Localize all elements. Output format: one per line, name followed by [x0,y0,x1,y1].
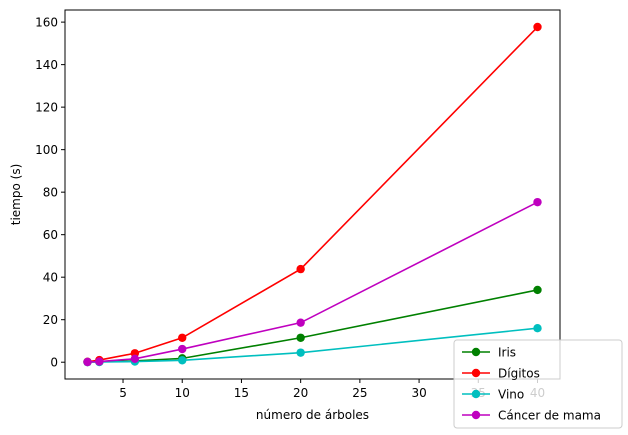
legend-marker [471,389,481,399]
x-tick-label: 20 [293,386,308,400]
data-point [95,357,104,366]
y-tick-label: 40 [43,271,58,285]
y-axis: 0 20 40 60 80 100 120 140 160 [35,16,65,370]
series-3 [83,197,542,367]
y-tick-label: 160 [35,16,58,30]
series-1 [83,22,542,366]
x-axis-label: número de árboles [256,408,369,422]
legend-marker [471,347,481,357]
legend-item: Vino [462,388,524,402]
data-point [533,285,542,295]
legend-marker [471,368,481,378]
legend-item: Iris [462,346,516,360]
y-tick-label: 120 [35,101,58,115]
y-tick-label: 20 [43,313,58,327]
y-tick-label: 100 [35,143,58,157]
x-tick-label: 30 [411,386,426,400]
series-line [87,26,539,363]
data-point [83,357,92,367]
x-tick-label: 5 [119,386,127,400]
legend-item: Dígitos [462,367,540,381]
legend: Iris Dígitos Vino Cáncer de mama [453,339,623,429]
legend-label: Iris [498,346,516,360]
data-point [178,344,187,354]
legend-label: Vino [498,388,524,402]
data-point [296,333,305,342]
x-tick-label: 25 [352,386,367,400]
data-point [178,356,187,365]
y-tick-label: 80 [43,186,58,200]
plot-frame [64,9,561,380]
x-tick-label: 10 [175,386,190,400]
legend-label: Dígitos [498,367,540,381]
y-tick-label: 60 [43,228,58,242]
data-point [130,354,140,364]
data-point [178,333,187,342]
data-point [296,264,305,274]
y-tick-label: 0 [50,356,58,370]
legend-label: Cáncer de mama [498,409,601,423]
data-point [533,22,542,32]
legend-item: Cáncer de mama [462,409,601,423]
legend-marker [471,410,481,420]
y-tick-label: 140 [35,58,58,72]
x-tick-label: 15 [234,386,249,400]
data-point [533,197,542,207]
legend-box [453,339,623,429]
series-line [87,201,538,363]
data-point [296,318,305,327]
series-layer [83,22,542,367]
data-point [533,323,542,333]
y-axis-label: tiempo (s) [9,164,23,226]
data-point [296,348,305,357]
